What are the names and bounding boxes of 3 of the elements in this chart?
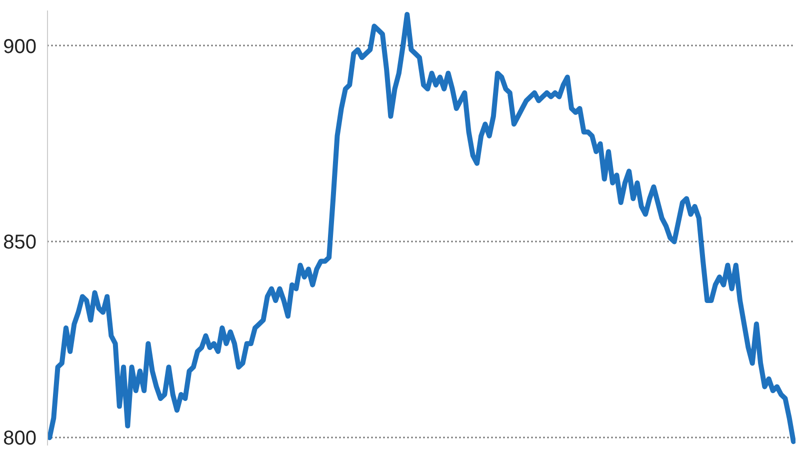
y-tick-label: 850 (3, 232, 37, 254)
y-tick-label: 800 (3, 428, 37, 450)
y-tick-label: 900 (3, 36, 37, 58)
